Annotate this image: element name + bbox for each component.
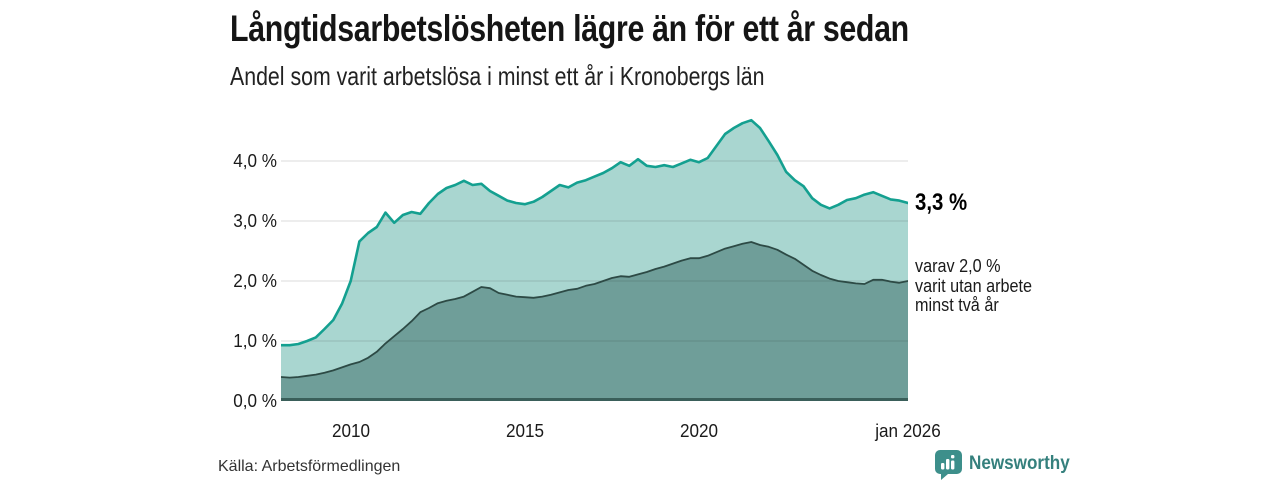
x-axis-label-2010: 2010 — [331, 421, 370, 441]
annotation-breakdown: varav 2,0 % varit utan arbete minst två … — [915, 256, 1033, 316]
newsworthy-logo-icon — [935, 449, 962, 480]
line-series-1 — [280, 241, 909, 379]
x-axis-label-2015: 2015 — [505, 421, 544, 441]
x-axis-label-2020: 2020 — [679, 421, 719, 441]
line-series-0 — [279, 118, 910, 347]
annotation-total-value: 3,3 % — [915, 189, 968, 216]
annotation-breakdown-line1: varav 2,0 % — [915, 256, 1001, 276]
y-axis-label-0: 0,0 % — [233, 391, 277, 411]
y-axis-label-2: 2,0 % — [233, 271, 277, 291]
newsworthy-logo: Newsworthy — [934, 449, 1081, 480]
chart-plot-area — [279, 105, 910, 401]
y-axis-label-4: 4,0 % — [233, 151, 277, 171]
y-axis-label-3: 3,0 % — [233, 211, 277, 231]
area-fill-series-1 — [281, 242, 908, 401]
area-chart-svg — [279, 118, 910, 401]
y-axis-label-1: 1,0 % — [233, 331, 277, 351]
annotation-breakdown-line3: minst två år — [915, 295, 999, 315]
annotation-breakdown-line2: varit utan arbete — [915, 275, 1033, 296]
page-subtitle: Andel som varit arbetslösa i minst ett å… — [230, 61, 765, 91]
newsworthy-wordmark: Newsworthy — [969, 453, 1070, 474]
source-text: Källa: Arbetsförmedlingen — [218, 458, 401, 475]
page-title: Långtidsarbetslösheten lägre än för ett … — [230, 8, 909, 49]
x-axis-label-jan-2026: jan 2026 — [875, 421, 941, 441]
